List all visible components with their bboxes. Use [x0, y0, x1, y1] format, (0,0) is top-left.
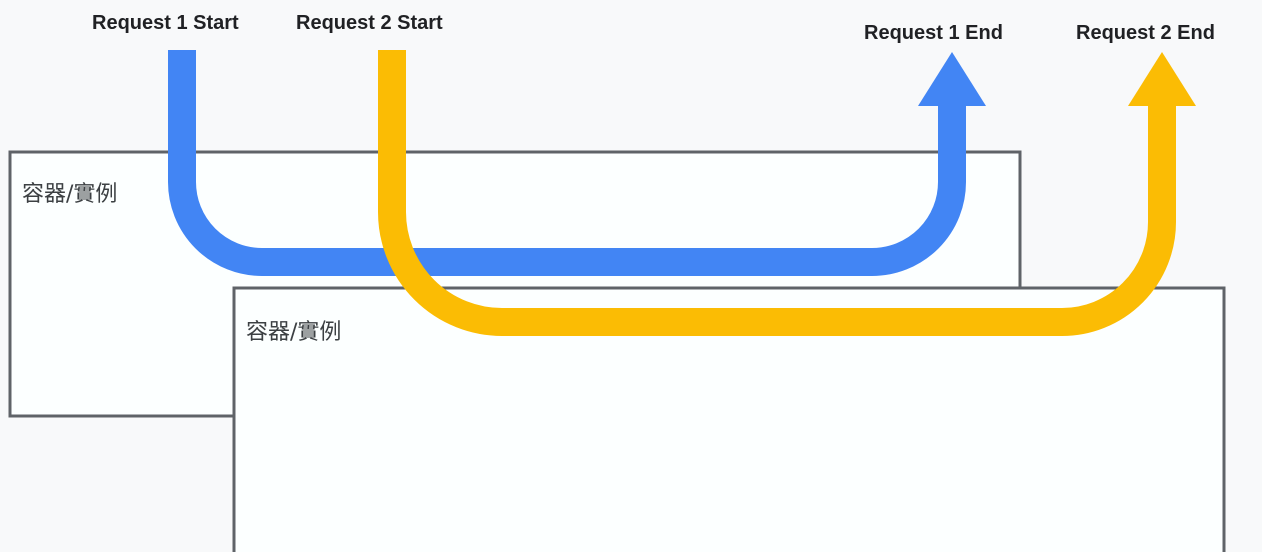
request-1-start-label: Request 1 Start — [92, 12, 239, 34]
request-2-path — [378, 50, 1176, 336]
container-1-label: 容器/實例 — [22, 182, 118, 207]
request-1-end-label: Request 1 End — [864, 22, 1003, 44]
request-2-start-label: Request 2 Start — [296, 12, 443, 34]
container-2-label: 容器/實例 — [246, 320, 342, 345]
request-1-arrowhead — [918, 52, 986, 106]
request-2-arrowhead — [1128, 52, 1196, 106]
request-1-path — [168, 50, 966, 276]
request-2-end-label: Request 2 End — [1076, 22, 1215, 44]
